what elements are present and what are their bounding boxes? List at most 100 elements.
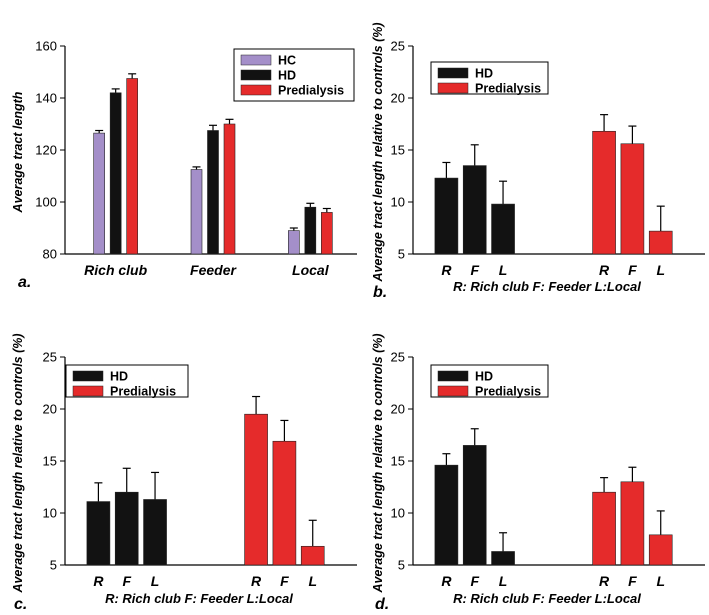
y-tick-label: 80 bbox=[43, 247, 57, 262]
bar-predialysis bbox=[648, 230, 673, 255]
legend-label: HD bbox=[110, 370, 128, 384]
y-tick-label: 10 bbox=[391, 506, 405, 521]
legend-label: Predialysis bbox=[278, 84, 344, 98]
x-axis-note: R: Rich club F: Feeder L:Local bbox=[105, 591, 293, 606]
y-tick-label: 5 bbox=[50, 558, 57, 573]
y-tick-label: 5 bbox=[398, 247, 405, 262]
y-tick-label: 20 bbox=[43, 402, 57, 417]
x-category-label: L bbox=[308, 573, 317, 589]
y-tick-label: 10 bbox=[43, 506, 57, 521]
x-axis-note: R: Rich club F: Feeder L:Local bbox=[453, 279, 641, 294]
bar-hd bbox=[86, 501, 111, 566]
legend-label: Predialysis bbox=[475, 82, 541, 96]
panel-label: b. bbox=[373, 284, 387, 301]
y-tick-label: 120 bbox=[35, 143, 57, 158]
bar-hc bbox=[93, 132, 105, 255]
bar-predialysis bbox=[648, 534, 673, 566]
legend-swatch bbox=[437, 67, 469, 79]
y-tick-label: 15 bbox=[391, 143, 405, 158]
chart-panel-a: 80 100 120 140 160 Average tract length a. Rich… bbox=[11, 39, 357, 291]
legend-swatch bbox=[437, 385, 469, 397]
legend-swatch bbox=[240, 54, 272, 66]
x-category-label: L bbox=[151, 573, 160, 589]
x-category-label: Rich club bbox=[84, 262, 147, 278]
bar-hd bbox=[207, 130, 219, 255]
panel-label: d. bbox=[375, 596, 389, 613]
bar-hd bbox=[434, 177, 459, 255]
y-tick-label: 20 bbox=[391, 91, 405, 106]
bar-predialysis bbox=[321, 212, 333, 255]
y-axis-label: Average tract length relative to control… bbox=[371, 333, 385, 593]
legend-swatch bbox=[240, 69, 272, 81]
legend-swatch bbox=[437, 82, 469, 94]
bar-predialysis bbox=[223, 123, 236, 255]
bar-predialysis bbox=[620, 481, 645, 566]
y-tick-label: 15 bbox=[391, 454, 405, 469]
bar-hd bbox=[114, 491, 139, 566]
bar-hc bbox=[190, 169, 203, 255]
x-category-label: F bbox=[470, 573, 479, 589]
x-category-label: L bbox=[499, 573, 508, 589]
legend-label: HD bbox=[475, 370, 493, 384]
legend-swatch bbox=[72, 385, 104, 397]
bar-predialysis bbox=[244, 413, 268, 566]
x-category-label: R bbox=[93, 573, 104, 589]
bar-predialysis bbox=[272, 440, 297, 566]
x-category-label: R bbox=[251, 573, 262, 589]
x-category-label: R bbox=[599, 262, 610, 278]
bar-predialysis bbox=[592, 491, 616, 566]
bar-predialysis bbox=[126, 78, 138, 255]
bar-hd bbox=[434, 464, 459, 566]
y-tick-label: 5 bbox=[398, 558, 405, 573]
y-axis-label: Average tract length relative to control… bbox=[371, 22, 385, 282]
x-category-label: F bbox=[122, 573, 131, 589]
x-category-label: Feeder bbox=[190, 262, 237, 278]
panel-label: a. bbox=[18, 274, 31, 291]
y-tick-label: 25 bbox=[391, 39, 405, 54]
bar-predialysis bbox=[300, 545, 325, 566]
y-tick-label: 140 bbox=[35, 91, 57, 106]
legend-swatch bbox=[437, 370, 469, 382]
legend-swatch bbox=[72, 370, 104, 382]
legend-swatch bbox=[240, 84, 272, 96]
x-category-label: R bbox=[599, 573, 610, 589]
x-category-label: L bbox=[656, 573, 665, 589]
y-tick-label: 160 bbox=[35, 39, 57, 54]
y-axis-label: Average tract length relative to control… bbox=[11, 333, 25, 593]
bar-hd bbox=[304, 206, 317, 255]
x-category-label: L bbox=[499, 262, 508, 278]
panel-label: c. bbox=[14, 596, 27, 613]
legend-label: HD bbox=[475, 67, 493, 81]
y-axis-label: Average tract length bbox=[11, 91, 25, 213]
bar-hd bbox=[462, 165, 487, 255]
legend-label: Predialysis bbox=[110, 385, 176, 399]
x-category-label: L bbox=[656, 262, 665, 278]
x-category-label: R bbox=[441, 262, 452, 278]
x-category-label: F bbox=[280, 573, 289, 589]
bar-hd bbox=[491, 203, 515, 255]
chart-panel-b: 5 10 15 20 25 Average tract length relative t… bbox=[371, 22, 705, 301]
y-tick-label: 20 bbox=[391, 402, 405, 417]
y-tick-label: 15 bbox=[43, 454, 57, 469]
x-category-label: Local bbox=[292, 262, 330, 278]
chart-panel-c: 5 10 15 20 25 Average tract length relative t… bbox=[11, 333, 357, 613]
x-category-label: R bbox=[441, 573, 452, 589]
bar-hd bbox=[109, 92, 122, 255]
bar-hd bbox=[462, 445, 487, 566]
y-tick-label: 25 bbox=[43, 350, 57, 365]
bar-predialysis bbox=[592, 130, 616, 255]
chart-panel-d: 5 10 15 20 25 Average tract length relative t… bbox=[371, 333, 705, 613]
x-category-label: F bbox=[470, 262, 479, 278]
y-tick-label: 100 bbox=[35, 195, 57, 210]
bar-hd bbox=[491, 551, 515, 566]
legend-label: Predialysis bbox=[475, 385, 541, 399]
legend-label: HC bbox=[278, 54, 296, 68]
y-tick-label: 10 bbox=[391, 195, 405, 210]
bar-hd bbox=[143, 499, 167, 566]
x-category-label: F bbox=[628, 573, 637, 589]
legend-label: HD bbox=[278, 69, 296, 83]
